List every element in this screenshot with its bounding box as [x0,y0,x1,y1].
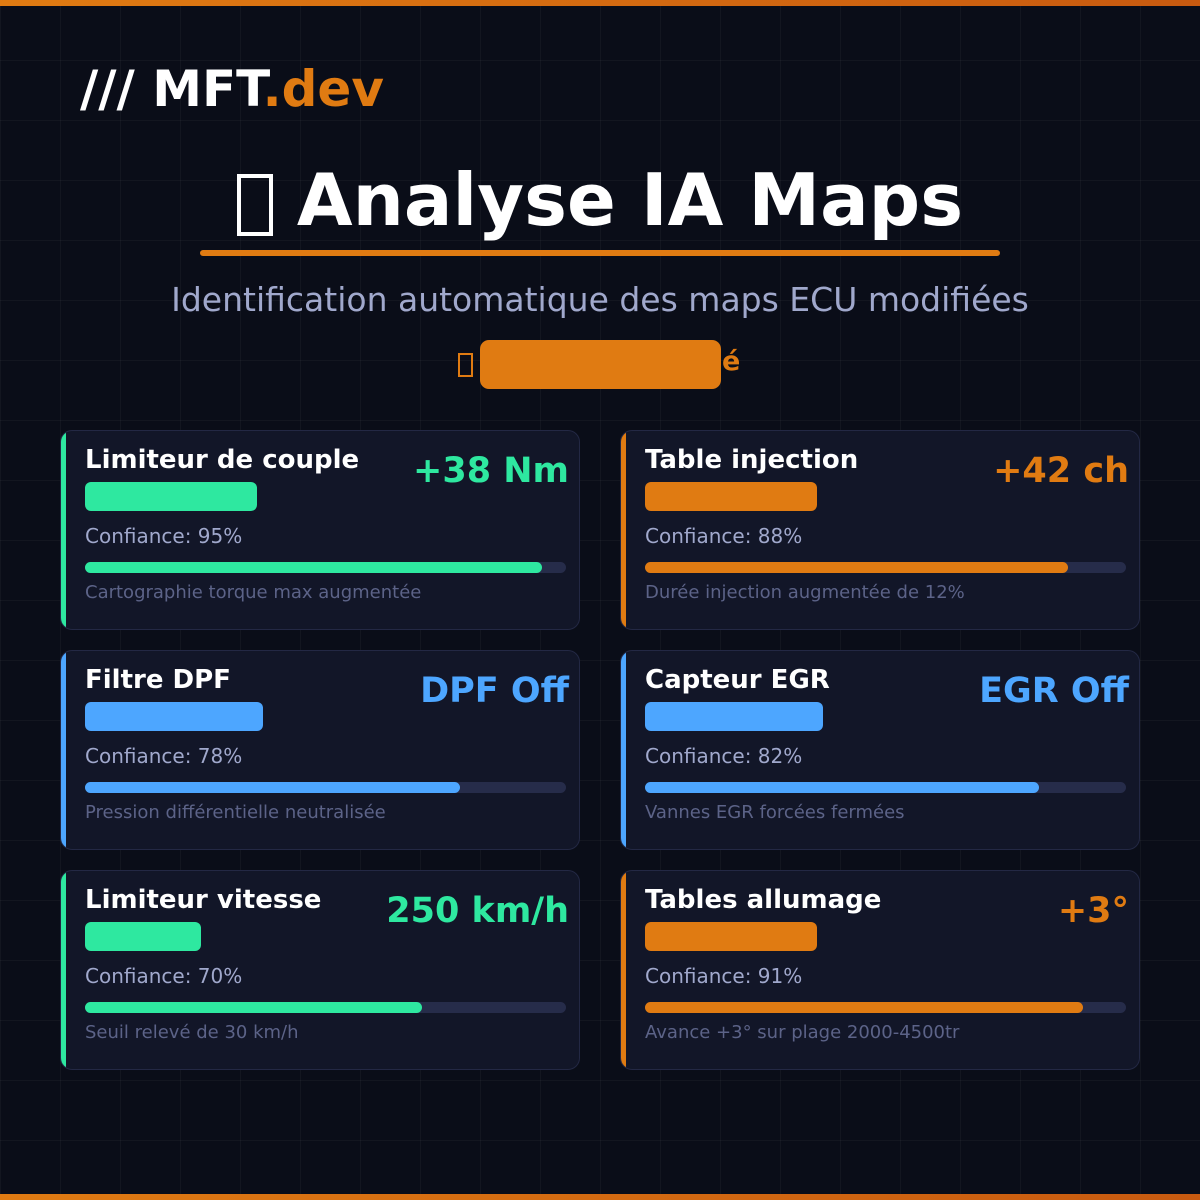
card-title: Limiteur vitesse [85,885,322,915]
card-title: Tables allumage [645,885,882,915]
confidence-label: Confiance: 91% [645,964,803,988]
card-description: Vannes EGR forcées fermées [645,802,905,823]
card-title: Filtre DPF [85,665,231,695]
card-accent [621,871,626,1069]
logo-accent: .dev [262,60,384,118]
card-tag [85,922,201,951]
card: Table injection +42 ch Confiance: 88% Durée… [620,430,1140,630]
title-underline [200,250,1000,256]
confidence-label: Confiance: 70% [85,964,243,988]
card-value: +42 ch [993,451,1129,491]
confidence-label: Confiance: 82% [645,744,803,768]
card-value: +3° [1057,891,1129,931]
confidence-label: Confiance: 88% [645,524,803,548]
confidence-bar [645,1002,1083,1013]
card: Tables allumage +3° Confiance: 91% Avance +… [620,870,1140,1070]
confidence-label: Confiance: 95% [85,524,243,548]
card-tag [645,702,823,731]
confidence-bar [85,562,542,573]
title-icon [236,174,273,237]
confidence-bar [645,782,1040,793]
card: Limiteur de couple +38 Nm Confiance: 95% Ca… [60,430,580,630]
subtitle: Identification automatique des maps ECU … [171,280,1029,319]
confidence-bar [645,562,1069,573]
card-tag [85,702,263,731]
card-description: Durée injection augmentée de 12% [645,582,965,603]
card-tag [645,922,817,951]
card-description: Cartographie torque max augmentée [85,582,422,603]
card-description: Pression différentielle neutralisée [85,802,386,823]
badge-icon [458,353,473,377]
card-value: DPF Off [420,671,569,711]
card-description: Avance +3° sur plage 2000-4500tr [645,1022,960,1043]
confidence-track [645,1002,1126,1013]
confidence-track [645,562,1126,573]
confidence-track [85,1002,566,1013]
confidence-track [645,782,1126,793]
confidence-track [85,782,566,793]
card-description: Seuil relevé de 30 km/h [85,1022,299,1043]
card-value: 250 km/h [386,891,569,931]
card-accent [61,651,66,849]
title-text: Analyse IA Maps [296,158,964,242]
card-title: Table injection [645,445,859,475]
card-accent [621,651,626,849]
top-accent [0,0,1200,6]
bottom-accent [0,1194,1200,1200]
card-value: EGR Off [979,671,1129,711]
card-tag [645,482,817,511]
card-title: Limiteur de couple [85,445,360,475]
card-title: Capteur EGR [645,665,830,695]
badge-text: é [722,346,741,377]
card-accent [621,431,626,629]
confidence-bar [85,1002,422,1013]
card-accent [61,871,66,1069]
card: Filtre DPF DPF Off Confiance: 78% Pression … [60,650,580,850]
logo: /// MFT.dev [80,60,384,118]
card: Limiteur vitesse 250 km/h Confiance: 70% Se… [60,870,580,1070]
card-accent [61,431,66,629]
card: Capteur EGR EGR Off Confiance: 82% Vannes E… [620,650,1140,850]
badge [480,340,721,389]
confidence-track [85,562,566,573]
card-value: +38 Nm [413,451,569,491]
confidence-bar [85,782,461,793]
logo-mark: /// MFT [80,60,263,118]
card-tag [85,482,257,511]
confidence-label: Confiance: 78% [85,744,243,768]
title: Analyse IA Maps [0,158,1200,242]
